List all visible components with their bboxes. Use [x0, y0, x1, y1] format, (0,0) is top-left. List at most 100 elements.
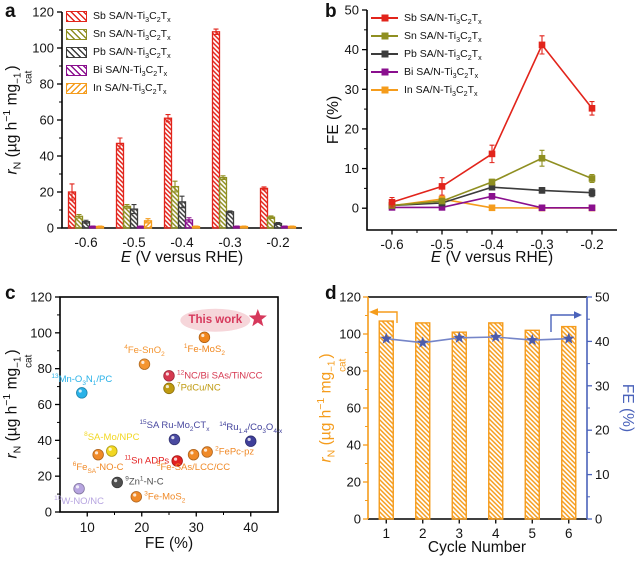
point-label: 5Fe-SAs/LCC/CC	[156, 460, 231, 473]
x-tick-label: 5	[528, 526, 536, 541]
legend-label: Sb SA/N-Ti3C2Tx	[404, 12, 482, 27]
left-y-tick-label: 80	[347, 364, 361, 379]
error-bar	[213, 28, 219, 36]
data-point	[438, 197, 446, 205]
legend-line-marker-swatch	[371, 86, 398, 95]
data-point-highlight	[247, 437, 251, 442]
panel-d: 0 20 40 60 80 100 120 0 10 20 30 40 50 1 2 3 4 5 6 d rN (µ…	[315, 282, 640, 564]
panel-b-x-axis-label: E (V versus RHE)	[430, 249, 554, 266]
legend-item: Pb SA/N-Ti3C2Tx	[66, 46, 171, 60]
cycle-bar	[488, 322, 504, 520]
data-point-highlight	[141, 360, 145, 364]
panel-c-letter: c	[5, 283, 16, 304]
legend-item: In SA/N-Ti3C2Tx	[66, 82, 171, 97]
data-point	[388, 198, 396, 206]
panel-a-plot: 0 20 40 60 80 100 120 -0.6 -0.5 -0.4 -0.3 -0.2	[32, 5, 302, 250]
legend-hatch-swatch	[66, 64, 87, 76]
bar	[122, 205, 132, 229]
bar	[259, 187, 269, 229]
legend-item: Sb SA/N-Ti3C2Tx	[371, 12, 482, 27]
bar	[170, 185, 180, 229]
this-work-star	[248, 309, 267, 327]
y-tick-label: 100	[32, 41, 54, 56]
y-tick-label: 80	[40, 77, 54, 92]
legend-line-marker-swatch	[371, 50, 398, 59]
cycle-bar	[415, 322, 431, 520]
point-label: 4Fe-SnO2	[124, 344, 165, 359]
legend-label: Sn SA/N-Ti3C2Tx	[404, 30, 482, 45]
y-tick-label: 40	[40, 149, 54, 164]
fe-star	[380, 332, 393, 344]
left-y-tick-label: 40	[347, 438, 361, 453]
legend-hatch-swatch	[66, 46, 87, 58]
data-point-highlight	[78, 389, 82, 393]
error-bar	[227, 210, 233, 214]
error-bar	[282, 225, 288, 228]
cycle-bar	[378, 320, 394, 520]
error-bar	[261, 186, 267, 191]
panel-d-plot: 0 20 40 60 80 100 120 0 10 20 30 40 50 1 2 3 4 5 6	[339, 290, 609, 542]
y-tick-label: 80	[38, 361, 52, 376]
legend-item: Bi SA/N-Ti3C2Tx	[371, 66, 482, 80]
y-tick-label: 100	[30, 325, 52, 340]
fe-star	[489, 330, 502, 342]
x-tick-label: 4	[492, 526, 500, 541]
cycle-bar	[524, 329, 540, 520]
legend-marker	[381, 14, 388, 22]
x-tick-label: -0.5	[430, 237, 453, 252]
legend-hatch-swatch	[66, 28, 87, 40]
error-bar	[186, 217, 192, 223]
point-label: 13Mn-O3N1/PC	[51, 372, 113, 387]
data-point-highlight	[203, 448, 208, 452]
legend-hatch-swatch	[66, 82, 87, 94]
legend-label: In SA/N-Ti3C2Tx	[93, 82, 167, 97]
legend-marker	[381, 68, 388, 76]
panel-d-x-axis-label: Cycle Number	[427, 539, 527, 556]
panel-d-letter: d	[325, 283, 337, 304]
right-y-tick-label: 10	[595, 467, 609, 482]
right-y-tick-label: 20	[595, 423, 609, 438]
y-tick-label: 0	[352, 201, 359, 216]
panel-c-plot: 0 20 40 60 80 100 120 10 20 30 40	[30, 290, 279, 535]
point-label: 12NC/Bi SAs/TiN/CC	[177, 369, 263, 382]
data-point	[538, 41, 546, 49]
panel-a: 0 20 40 60 80 100 120 -0.6 -0.5 -0.4 -0.3 -0.2 a rN…	[0, 0, 320, 282]
error-bar	[69, 183, 75, 201]
x-tick-label: 20	[134, 520, 149, 535]
y-tick-label: 10	[345, 161, 359, 176]
panel-b-legend: Sb SA/N-Ti3C2Tx Sn SA/N-Ti3C2Tx Pb SA/N-Ti…	[371, 12, 482, 98]
fe-star	[526, 333, 539, 346]
x-tick-label: 10	[80, 520, 95, 535]
y-tick-label: 120	[32, 5, 54, 20]
x-tick-label: -0.4	[170, 235, 194, 250]
x-tick-label: -0.3	[530, 237, 553, 252]
data-point	[588, 204, 596, 212]
point-label: 9Zn1-N-C	[125, 475, 164, 488]
legend-marker	[381, 86, 388, 94]
x-tick-label: 2	[419, 526, 427, 541]
y-tick-label: 50	[345, 3, 359, 18]
error-bar	[220, 175, 226, 180]
error-bar	[289, 225, 295, 228]
error-bar	[275, 222, 281, 225]
x-tick-label: 1	[382, 526, 390, 541]
panel-b: 0 10 20 30 40 50 -0.6 -0.5 -0.4 -0.3 -0.2 b FE (%)…	[320, 0, 640, 282]
left-axis-arrow-head	[369, 308, 378, 316]
panel-c-point-labels: 1Fe-MoS2 4Fe-SnO2 12NC/Bi SAs/TiN/CC 7PdCu/…	[0, 282, 320, 564]
bar	[211, 31, 221, 229]
error-bar	[131, 204, 137, 215]
cycle-bar	[561, 325, 577, 520]
point-label: 6FeSA-NO-C	[72, 460, 124, 475]
legend-item: Sb SA/N-Ti3C2Tx	[66, 10, 171, 24]
error-bar	[117, 137, 123, 150]
y-tick-label: 40	[38, 433, 52, 448]
legend-hatch-swatch	[66, 10, 87, 22]
error-bar	[234, 225, 240, 228]
x-tick-label: 40	[243, 520, 258, 535]
error-bar	[241, 225, 247, 228]
bar	[163, 117, 173, 229]
data-point-highlight	[201, 333, 205, 338]
x-tick-label: -0.2	[580, 237, 603, 252]
data-point	[588, 105, 596, 112]
